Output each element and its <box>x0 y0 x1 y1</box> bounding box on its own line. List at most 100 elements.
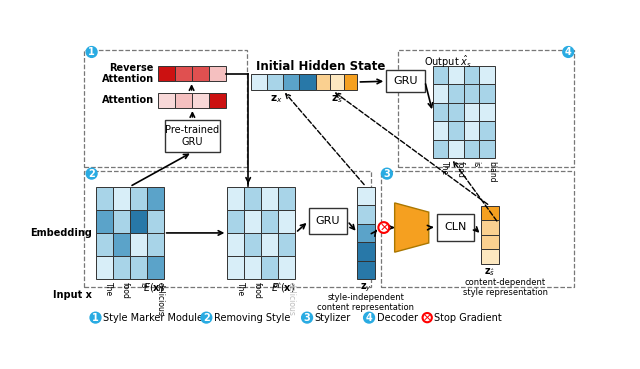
Bar <box>209 93 226 108</box>
Bar <box>436 214 474 241</box>
Text: $\mathbf{z}_{\hat{s}}$: $\mathbf{z}_{\hat{s}}$ <box>331 93 342 104</box>
Bar <box>244 233 261 256</box>
Circle shape <box>301 312 312 323</box>
Bar <box>300 73 316 90</box>
Bar <box>479 103 495 121</box>
Bar <box>358 242 374 261</box>
Bar <box>129 210 147 233</box>
Text: $E'(\mathbf{x})$: $E'(\mathbf{x})$ <box>271 281 296 294</box>
Bar <box>479 85 495 103</box>
Text: $E(\mathbf{x})$: $E(\mathbf{x})$ <box>143 281 164 294</box>
Bar <box>433 121 448 140</box>
Bar <box>113 187 130 210</box>
Bar <box>191 66 209 81</box>
Bar <box>244 210 261 233</box>
Bar <box>463 140 479 158</box>
Bar <box>463 103 479 121</box>
Text: Embedding: Embedding <box>29 228 92 238</box>
Bar <box>448 85 463 103</box>
Text: Reverse
Attention: Reverse Attention <box>102 63 154 85</box>
Text: 4: 4 <box>365 313 372 323</box>
Text: Output $\hat{x}_{s}$: Output $\hat{x}_{s}$ <box>424 54 472 70</box>
Bar <box>261 210 278 233</box>
Bar <box>147 187 164 210</box>
Bar <box>261 256 278 279</box>
Text: GRU: GRU <box>316 216 340 226</box>
Text: 3: 3 <box>383 169 390 179</box>
Bar <box>479 140 495 158</box>
Text: bland: bland <box>487 161 496 183</box>
Circle shape <box>201 312 212 323</box>
Bar <box>147 233 164 256</box>
Text: $\mathbf{z}_{y}$: $\mathbf{z}_{y}$ <box>360 282 372 294</box>
Text: style-independent
content representation: style-independent content representation <box>317 293 415 313</box>
Bar <box>261 187 278 210</box>
Text: GRU: GRU <box>393 76 418 86</box>
Bar <box>175 66 191 81</box>
Text: Removing Style: Removing Style <box>214 313 291 323</box>
Bar <box>113 233 130 256</box>
Bar <box>278 233 296 256</box>
Bar <box>278 256 296 279</box>
Bar <box>433 140 448 158</box>
Circle shape <box>90 312 101 323</box>
Bar <box>448 103 463 121</box>
Bar <box>227 256 244 279</box>
Bar <box>113 256 130 279</box>
Bar <box>481 206 499 220</box>
Bar <box>209 66 226 81</box>
Text: Decoder: Decoder <box>377 313 418 323</box>
Bar <box>278 210 296 233</box>
Bar <box>481 220 499 235</box>
Bar <box>84 171 371 287</box>
Bar <box>95 187 113 210</box>
Text: 3: 3 <box>304 313 310 323</box>
Bar <box>244 187 261 210</box>
Bar <box>157 93 175 108</box>
Bar <box>283 73 300 90</box>
Text: The: The <box>236 282 244 296</box>
Text: 2: 2 <box>203 313 210 323</box>
Bar <box>308 207 348 234</box>
Bar <box>481 235 499 249</box>
Bar <box>479 121 495 140</box>
Bar <box>250 73 267 90</box>
Text: ✕: ✕ <box>423 313 431 323</box>
Text: $\mathbf{z}_{x}$: $\mathbf{z}_{x}$ <box>270 93 283 104</box>
Bar <box>244 256 261 279</box>
Text: delicious: delicious <box>155 282 164 316</box>
Text: 1: 1 <box>88 47 95 57</box>
Text: Stop Gradient: Stop Gradient <box>434 313 502 323</box>
Bar <box>463 121 479 140</box>
Text: Input x: Input x <box>52 290 92 300</box>
Bar <box>227 210 244 233</box>
Bar <box>358 224 374 242</box>
Circle shape <box>86 168 97 179</box>
Bar <box>433 66 448 85</box>
Bar <box>129 256 147 279</box>
Bar <box>463 85 479 103</box>
Bar <box>448 140 463 158</box>
Bar <box>147 210 164 233</box>
Text: content-dependent
style representation: content-dependent style representation <box>463 277 548 297</box>
Bar <box>191 93 209 108</box>
Text: is: is <box>472 161 481 168</box>
Circle shape <box>86 46 97 57</box>
Text: food: food <box>121 282 130 299</box>
Text: 2: 2 <box>88 169 95 179</box>
Bar <box>358 187 374 205</box>
Polygon shape <box>395 203 429 252</box>
Text: Attention: Attention <box>102 96 154 106</box>
Bar <box>463 66 479 85</box>
Text: Stylizer: Stylizer <box>315 313 351 323</box>
Text: $\mathbf{z}_{\hat{s}}$: $\mathbf{z}_{\hat{s}}$ <box>484 266 495 278</box>
Bar <box>267 73 283 90</box>
Bar <box>433 85 448 103</box>
Text: ✕: ✕ <box>379 223 388 232</box>
Bar <box>261 233 278 256</box>
Text: Pre-trained
GRU: Pre-trained GRU <box>165 125 220 147</box>
Circle shape <box>364 312 374 323</box>
Bar <box>95 233 113 256</box>
Bar <box>381 171 575 287</box>
Bar <box>129 233 147 256</box>
